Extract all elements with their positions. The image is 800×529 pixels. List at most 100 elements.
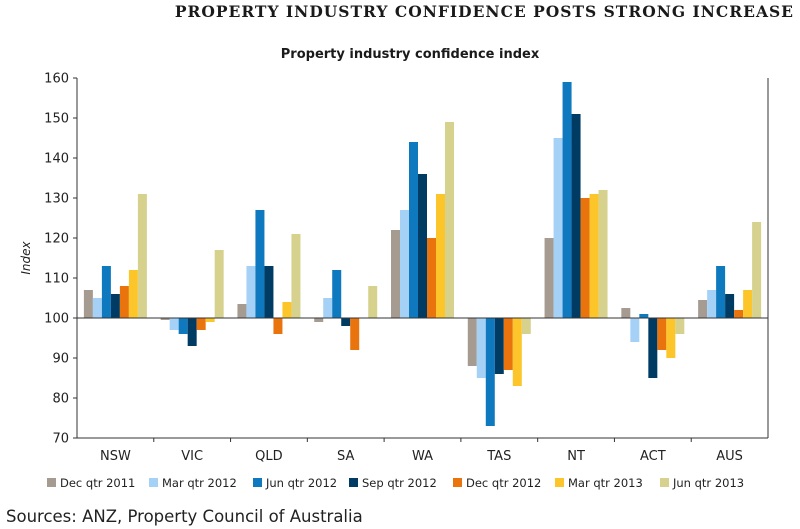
bar-tas-6 — [521, 318, 531, 334]
y-tick-label: 140 — [44, 152, 69, 167]
x-tick-label-wa: WA — [412, 449, 433, 464]
bar-nt-1 — [553, 138, 563, 318]
y-tick-label: 110 — [44, 272, 69, 287]
bar-aus-0 — [698, 300, 708, 318]
bar-act-0 — [621, 308, 631, 318]
bar-nt-5 — [589, 194, 599, 318]
x-tick-label-nsw: NSW — [100, 449, 131, 464]
bar-wa-2 — [409, 142, 418, 318]
bar-nsw-2 — [101, 266, 111, 318]
y-axis-label: Index — [19, 240, 33, 274]
bar-wa-5 — [436, 194, 445, 318]
x-tick-label-sa: SA — [337, 449, 354, 464]
bar-sa-3 — [341, 318, 351, 326]
y-tick-label: 80 — [52, 392, 69, 407]
bar-act-1 — [630, 318, 640, 342]
bar-sa-2 — [332, 270, 342, 318]
bar-aus-4 — [734, 310, 744, 318]
bar-act-4 — [657, 318, 667, 350]
legend-label-5: Mar qtr 2013 — [568, 476, 643, 490]
bar-aus-3 — [725, 294, 735, 318]
chart-plot: 70 80 90 100 110 120 130 140 150 160 NSW VIC QLD SA WA… — [19, 72, 769, 490]
y-tick-label: 70 — [52, 432, 69, 447]
bar-qld-6 — [291, 234, 301, 318]
bar-vic-1 — [169, 318, 179, 330]
bar-act-2 — [639, 314, 649, 318]
bar-aus-6 — [752, 222, 762, 318]
bar-nt-3 — [571, 114, 581, 318]
bar-sa-4 — [350, 318, 360, 350]
bar-nsw-1 — [92, 298, 102, 318]
legend-swatch-0 — [47, 478, 56, 487]
x-tick-label-act: ACT — [640, 449, 666, 464]
bar-vic-4 — [196, 318, 206, 330]
x-tick-label-nt: NT — [567, 449, 585, 464]
x-tick-label-tas: TAS — [486, 449, 511, 464]
legend-label-3: Sep qtr 2012 — [362, 476, 437, 490]
bar-qld-2 — [255, 210, 265, 318]
bar-vic-6 — [214, 250, 224, 318]
bar-nt-6 — [598, 190, 608, 318]
bar-wa-6 — [445, 122, 454, 318]
legend-swatch-3 — [349, 478, 358, 487]
bar-act-5 — [666, 318, 676, 358]
bar-qld-0 — [237, 304, 247, 318]
bar-tas-5 — [512, 318, 522, 386]
chart-title: Property industry confidence index — [280, 47, 540, 62]
legend-swatch-6 — [660, 478, 669, 487]
bar-tas-4 — [503, 318, 513, 370]
bar-tas-2 — [485, 318, 495, 426]
bar-act-6 — [675, 318, 685, 334]
legend-swatch-5 — [555, 478, 564, 487]
y-tick-label: 120 — [44, 232, 69, 247]
x-tick-label-qld: QLD — [255, 449, 283, 464]
y-tick-label: 100 — [44, 312, 69, 327]
y-tick-label: 90 — [52, 352, 69, 367]
bar-nt-2 — [562, 82, 572, 318]
source-note: Sources: ANZ, Property Council of Austra… — [6, 507, 363, 526]
legend: Dec qtr 2011 Mar qtr 2012 Jun qtr 2012 Sep … — [47, 476, 744, 490]
legend-swatch-2 — [253, 478, 262, 487]
legend-label-6: Jun qtr 2013 — [672, 476, 744, 490]
legend-swatch-4 — [453, 478, 462, 487]
x-tick-label-aus: AUS — [716, 449, 743, 464]
legend-label-4: Dec qtr 2012 — [466, 476, 541, 490]
bar-sa-0 — [314, 318, 324, 322]
bar-wa-1 — [400, 210, 409, 318]
bar-vic-3 — [187, 318, 197, 346]
bar-qld-3 — [264, 266, 274, 318]
bars-layer — [83, 82, 762, 426]
bar-nt-0 — [544, 238, 554, 318]
bar-tas-3 — [494, 318, 504, 374]
legend-label-0: Dec qtr 2011 — [60, 476, 135, 490]
bar-vic-5 — [205, 318, 215, 322]
bar-wa-0 — [391, 230, 400, 318]
y-tick-label: 130 — [44, 192, 69, 207]
x-tick-label-vic: VIC — [181, 449, 203, 464]
bar-qld-1 — [246, 266, 256, 318]
bar-nsw-4 — [119, 286, 129, 318]
legend-label-1: Mar qtr 2012 — [162, 476, 237, 490]
bar-qld-4 — [273, 318, 283, 334]
y-tick-label: 150 — [44, 112, 69, 127]
bar-act-3 — [648, 318, 658, 378]
bar-nsw-3 — [110, 294, 120, 318]
bar-nsw-5 — [128, 270, 138, 318]
bar-tas-0 — [467, 318, 477, 366]
legend-label-2: Jun qtr 2012 — [265, 476, 337, 490]
bar-nt-4 — [580, 198, 590, 318]
y-tick-label: 160 — [44, 72, 69, 87]
bar-vic-2 — [178, 318, 188, 334]
bar-qld-5 — [282, 302, 292, 318]
bar-sa-1 — [323, 298, 333, 318]
bar-nsw-0 — [83, 290, 93, 318]
bar-aus-2 — [716, 266, 726, 318]
bar-nsw-6 — [137, 194, 147, 318]
bar-sa-6 — [368, 286, 378, 318]
legend-swatch-1 — [149, 478, 158, 487]
bar-aus-5 — [743, 290, 753, 318]
bar-wa-4 — [427, 238, 436, 318]
axes-layer: 70 80 90 100 110 120 130 140 150 160 NSW VIC QLD SA WA… — [44, 72, 769, 464]
bar-tas-1 — [476, 318, 486, 378]
headline: PROPERTY INDUSTRY CONFIDENCE POSTS STRON… — [174, 2, 794, 21]
